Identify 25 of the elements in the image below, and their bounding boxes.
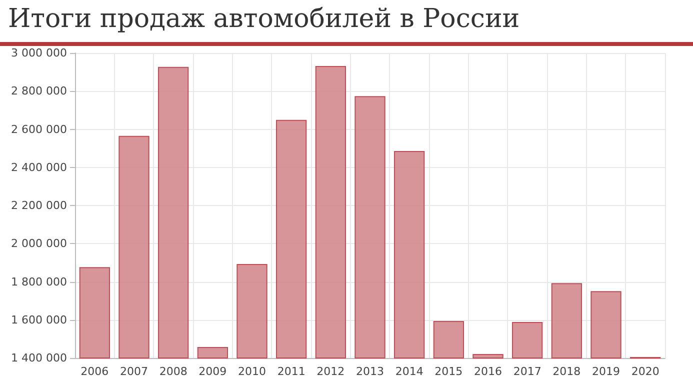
x-tick-label: 2007 (120, 365, 148, 378)
y-tick-label: 2 200 000 (11, 199, 67, 212)
x-tick-label: 2011 (277, 365, 306, 378)
x-tick-label: 2017 (513, 365, 542, 378)
y-tick-label: 2 400 000 (11, 160, 67, 174)
x-tick-label: 2020 (631, 365, 660, 378)
x-tick-label: 2019 (592, 365, 620, 378)
x-tick-label: 2018 (552, 365, 581, 378)
x-tick-label: 2012 (316, 365, 345, 378)
y-tick-label: 1 800 000 (11, 275, 67, 288)
y-tick-label: 1 400 000 (11, 352, 67, 364)
y-tick-label: 2 800 000 (11, 84, 67, 98)
y-tick-label: 2 600 000 (11, 122, 67, 136)
y-tick-label: 1 600 000 (11, 313, 67, 326)
x-tick-label: 2015 (434, 365, 463, 378)
x-tick-label: 2009 (198, 365, 227, 378)
x-tick-label: 2014 (395, 365, 424, 378)
x-tick-label: 2006 (80, 365, 109, 378)
y-tick-label: 2 000 000 (11, 237, 67, 250)
chart-title: Итоги продаж автомобилей в России (8, 4, 520, 34)
x-tick-label: 2016 (474, 365, 502, 378)
x-tick-label: 2013 (356, 365, 384, 378)
x-tick-label: 2008 (159, 365, 188, 378)
y-tick-label: 3 000 000 (11, 46, 67, 60)
x-tick-label: 2010 (238, 365, 266, 378)
